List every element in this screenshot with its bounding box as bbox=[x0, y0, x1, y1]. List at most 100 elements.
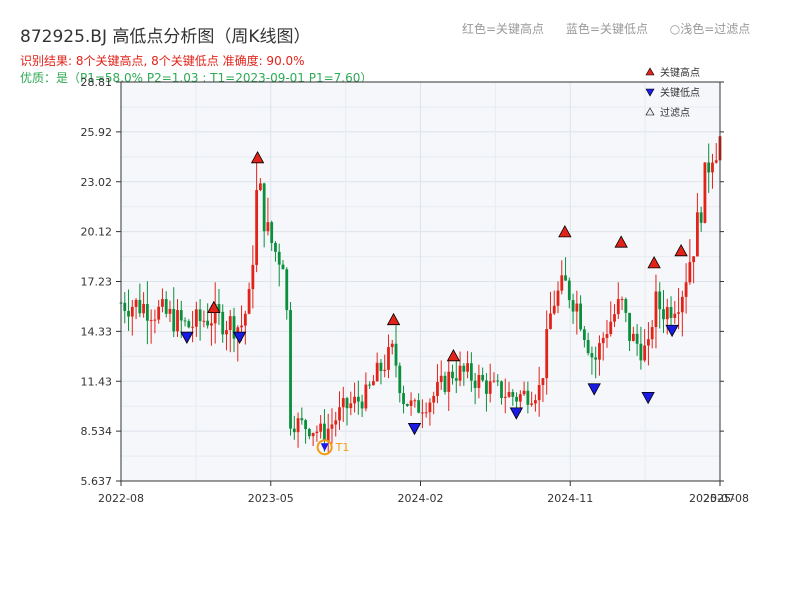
candle-body bbox=[394, 343, 398, 366]
candle-body bbox=[579, 303, 583, 330]
candle-body bbox=[669, 307, 673, 318]
candle-body bbox=[187, 321, 191, 328]
candle-body bbox=[153, 319, 157, 321]
candle-body bbox=[138, 299, 142, 314]
candle-body bbox=[225, 330, 228, 335]
candle-body bbox=[289, 310, 292, 429]
top-legend-item-low: 蓝色=关键低点 bbox=[565, 22, 648, 36]
candle-body bbox=[469, 363, 473, 381]
candle-body bbox=[650, 327, 654, 340]
candle-body bbox=[172, 308, 176, 332]
candle-body bbox=[364, 384, 368, 409]
candle-body bbox=[624, 299, 628, 313]
candle-body bbox=[537, 385, 541, 401]
candle-body bbox=[292, 428, 296, 433]
candle-body bbox=[564, 275, 567, 281]
legend-label: 关键高点 bbox=[660, 66, 700, 79]
candle-body bbox=[492, 380, 496, 382]
candle-body bbox=[620, 299, 624, 301]
candle-body bbox=[451, 371, 454, 379]
y-tick-label: 5.637 bbox=[81, 475, 113, 488]
y-tick-label: 14.33 bbox=[81, 325, 113, 338]
y-tick-label: 23.02 bbox=[81, 176, 113, 189]
key-high-marker bbox=[207, 300, 221, 314]
candle-body bbox=[179, 310, 183, 321]
candle-body bbox=[466, 363, 469, 372]
candle-body bbox=[345, 398, 349, 409]
candle-body bbox=[454, 378, 458, 381]
x-tick-label: 2025-08 bbox=[703, 492, 749, 505]
candle-body bbox=[530, 403, 534, 405]
candle-body bbox=[556, 290, 560, 306]
t1-low-marker bbox=[320, 443, 329, 452]
candle-body bbox=[481, 374, 485, 381]
candle-body bbox=[161, 299, 164, 307]
chart-title: 872925.BJ 高低点分析图（周K线图） bbox=[20, 27, 311, 47]
candle-body bbox=[379, 362, 383, 371]
top-legend-item-high: 红色=关键高点 bbox=[462, 22, 545, 36]
candle-body bbox=[522, 390, 526, 395]
candle-body bbox=[372, 381, 375, 386]
candle-body bbox=[560, 275, 564, 291]
key-high-marker bbox=[558, 225, 572, 238]
candle-body bbox=[191, 326, 194, 328]
x-tick-label: 2025-07 bbox=[689, 492, 735, 505]
candle-body bbox=[601, 337, 605, 344]
candle-body bbox=[496, 380, 500, 382]
candle-body bbox=[383, 369, 387, 371]
candle-body bbox=[247, 289, 251, 314]
y-tick-label: 28.81 bbox=[81, 76, 113, 89]
candle-body bbox=[420, 412, 424, 414]
t1-label: T1 bbox=[335, 441, 350, 454]
key-high-marker bbox=[446, 348, 461, 362]
candle-body bbox=[123, 302, 127, 311]
candle-body bbox=[575, 303, 579, 312]
candle-body bbox=[258, 183, 262, 191]
candle-body bbox=[594, 357, 598, 360]
candle-body bbox=[639, 343, 643, 361]
candle-body bbox=[647, 339, 650, 346]
y-tick-label: 11.43 bbox=[81, 375, 113, 388]
candle-body bbox=[390, 343, 394, 348]
candle-body bbox=[545, 329, 549, 379]
candle-body bbox=[707, 162, 711, 173]
candle-body bbox=[300, 418, 304, 421]
candle-body bbox=[127, 310, 130, 317]
candle-body bbox=[183, 320, 187, 322]
x-tick-label: 2024-02 bbox=[398, 492, 444, 505]
key-high-marker bbox=[250, 150, 265, 164]
y-tick-label: 17.23 bbox=[81, 276, 113, 289]
candle-body bbox=[503, 396, 507, 398]
candle-body bbox=[680, 296, 684, 313]
candle-body bbox=[605, 334, 609, 338]
top-legend: 红色=关键高点 蓝色=关键低点 ○浅色=过滤点 bbox=[462, 20, 750, 37]
candle-body bbox=[217, 304, 221, 312]
candle-body bbox=[658, 291, 662, 310]
candle-body bbox=[613, 314, 616, 322]
candle-body bbox=[439, 375, 443, 383]
candle-body bbox=[149, 320, 153, 322]
candle-body bbox=[228, 316, 232, 331]
x-tick-label: 2024-11 bbox=[547, 492, 593, 505]
candle-body bbox=[266, 222, 270, 232]
candle-body bbox=[164, 299, 168, 314]
candle-body bbox=[447, 371, 451, 392]
candle-body bbox=[405, 404, 409, 406]
legend-marker-high bbox=[645, 67, 655, 76]
candle-body bbox=[699, 212, 703, 223]
top-legend-item-filtered: ○浅色=过滤点 bbox=[669, 22, 751, 36]
candle-body bbox=[176, 310, 179, 332]
candle-body bbox=[609, 321, 613, 335]
candle-body bbox=[473, 380, 477, 388]
candle-body bbox=[326, 428, 330, 442]
candle-body bbox=[500, 381, 503, 398]
candle-body bbox=[285, 269, 289, 311]
axes: 5.637 8.534 11.43 14.33 17.23 20.12 23.02 25.92… bbox=[81, 76, 749, 505]
key-high-marker bbox=[614, 235, 628, 248]
candle-body bbox=[409, 400, 413, 406]
candle-body bbox=[703, 162, 707, 223]
candle-body bbox=[194, 309, 198, 327]
candle-body bbox=[157, 306, 161, 320]
candle-body bbox=[436, 382, 439, 396]
legend-label: 关键低点 bbox=[660, 86, 700, 99]
